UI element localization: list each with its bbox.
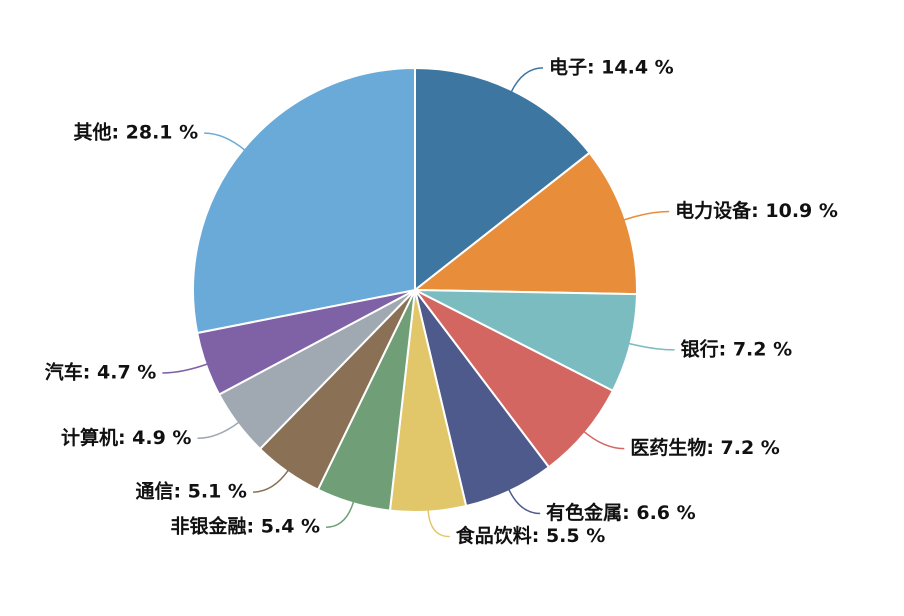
data-label: 计算机: 4.9 %: [61, 426, 192, 449]
data-label: 非银金融: 5.4 %: [171, 515, 321, 538]
data-label: 电力设备: 10.9 %: [675, 199, 838, 222]
leader-line: [427, 509, 450, 538]
data-label: 有色金属: 6.6 %: [546, 501, 696, 524]
data-label: 医药生物: 7.2 %: [630, 436, 780, 459]
data-label: 电子: 14.4 %: [549, 55, 674, 78]
leader-line: [507, 488, 541, 515]
data-label: 通信: 5.1 %: [135, 480, 247, 503]
data-label: 其他: 28.1 %: [73, 121, 198, 144]
data-label: 银行: 7.2 %: [681, 337, 793, 360]
leader-line: [583, 430, 625, 450]
leader-line: [252, 469, 290, 493]
data-label: 食品饮料: 5.5 %: [456, 524, 606, 547]
leader-line: [197, 421, 240, 440]
leader-line: [204, 132, 246, 151]
leader-line: [510, 67, 543, 93]
data-label: 汽车: 4.7 %: [45, 360, 157, 383]
leader-line: [326, 501, 355, 528]
leader-line: [628, 342, 675, 351]
leader-line: [623, 210, 670, 221]
pie-slice: [192, 66, 416, 335]
leader-line: [162, 363, 209, 374]
